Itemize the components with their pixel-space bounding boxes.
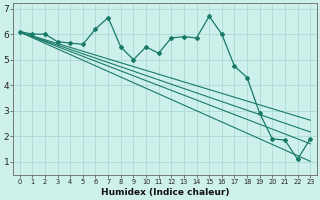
X-axis label: Humidex (Indice chaleur): Humidex (Indice chaleur) [101,188,229,197]
